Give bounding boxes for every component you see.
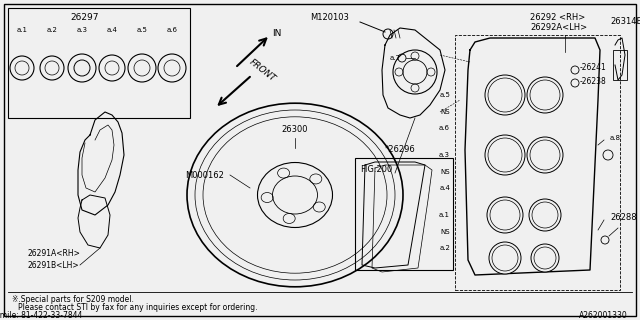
Text: 26292 <RH>: 26292 <RH> [530,13,585,22]
Text: -26238: -26238 [580,77,607,86]
Text: a.3: a.3 [77,27,88,33]
Text: a.1: a.1 [17,27,28,33]
Circle shape [485,75,525,115]
Text: IN: IN [272,28,282,37]
Text: -26241: -26241 [580,63,607,73]
Bar [8,8,190,118]
Circle shape [489,242,521,274]
Circle shape [529,199,561,231]
Circle shape [527,137,563,173]
Text: 26288: 26288 [610,213,637,222]
Circle shape [527,77,563,113]
Text: a.6: a.6 [166,27,177,33]
Text: a.7: a.7 [390,55,401,61]
Text: a.5: a.5 [136,27,147,33]
Text: Facsimile: 81-422-33-7844: Facsimile: 81-422-33-7844 [0,311,83,320]
Text: FRONT: FRONT [248,58,278,84]
Text: 26314E: 26314E [610,18,640,27]
Text: NS: NS [440,169,450,175]
Text: a.1: a.1 [439,212,450,218]
Text: NS: NS [440,109,450,115]
Text: NS: NS [440,229,450,235]
Text: M120103: M120103 [310,13,349,22]
Text: *26296: *26296 [385,146,416,155]
Text: a.3: a.3 [439,152,450,158]
Bar [455,35,620,290]
Text: Please contact STI by fax for any inquiries except for ordering.: Please contact STI by fax for any inquir… [18,303,257,313]
Text: a.8: a.8 [610,135,621,141]
Text: 26291A<RH>: 26291A<RH> [28,249,81,258]
Text: ※.Special parts for S209 model.: ※.Special parts for S209 model. [12,295,134,305]
Text: 26291B<LH>: 26291B<LH> [28,260,79,269]
Text: a.4: a.4 [439,185,450,191]
Circle shape [487,197,523,233]
Circle shape [485,135,525,175]
Text: M000162: M000162 [185,171,224,180]
Text: a.2: a.2 [439,245,450,251]
Text: A262001330: A262001330 [579,311,628,320]
Text: a.2: a.2 [47,27,58,33]
Text: FIG.200: FIG.200 [360,165,392,174]
Text: a.6: a.6 [439,125,450,131]
Bar [355,158,453,270]
Text: 26297: 26297 [71,13,99,22]
Text: a.4: a.4 [107,27,117,33]
Text: a.5: a.5 [439,92,450,98]
Circle shape [531,244,559,272]
Text: 26292A<LH>: 26292A<LH> [530,23,587,33]
Bar [613,50,627,80]
Text: 26300: 26300 [282,125,308,134]
